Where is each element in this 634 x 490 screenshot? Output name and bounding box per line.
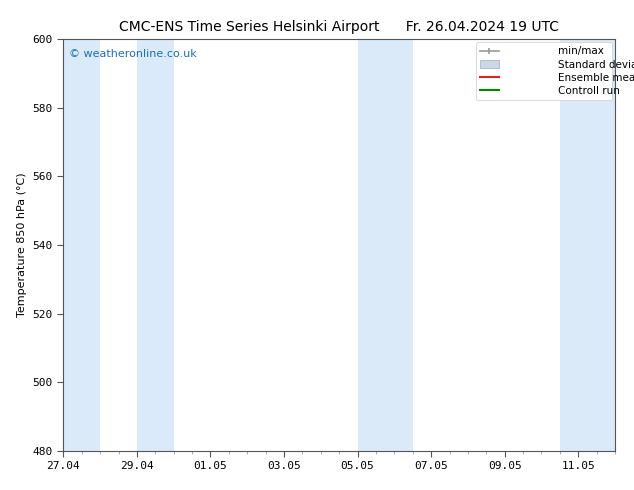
Bar [63, 39, 100, 451]
Text: © weatheronline.co.uk: © weatheronline.co.uk [69, 49, 197, 59]
Y-axis label: Temperature 850 hPa (°C): Temperature 850 hPa (°C) [17, 172, 27, 318]
Title: CMC-ENS Time Series Helsinki Airport      Fr. 26.04.2024 19 UTC: CMC-ENS Time Series Helsinki Airport Fr.… [119, 20, 559, 34]
Bar [358, 39, 413, 451]
Bar [560, 39, 615, 451]
Bar [137, 39, 174, 451]
Legend: min/max, Standard deviation, Ensemble mean run, Controll run: min/max, Standard deviation, Ensemble me… [476, 42, 612, 100]
